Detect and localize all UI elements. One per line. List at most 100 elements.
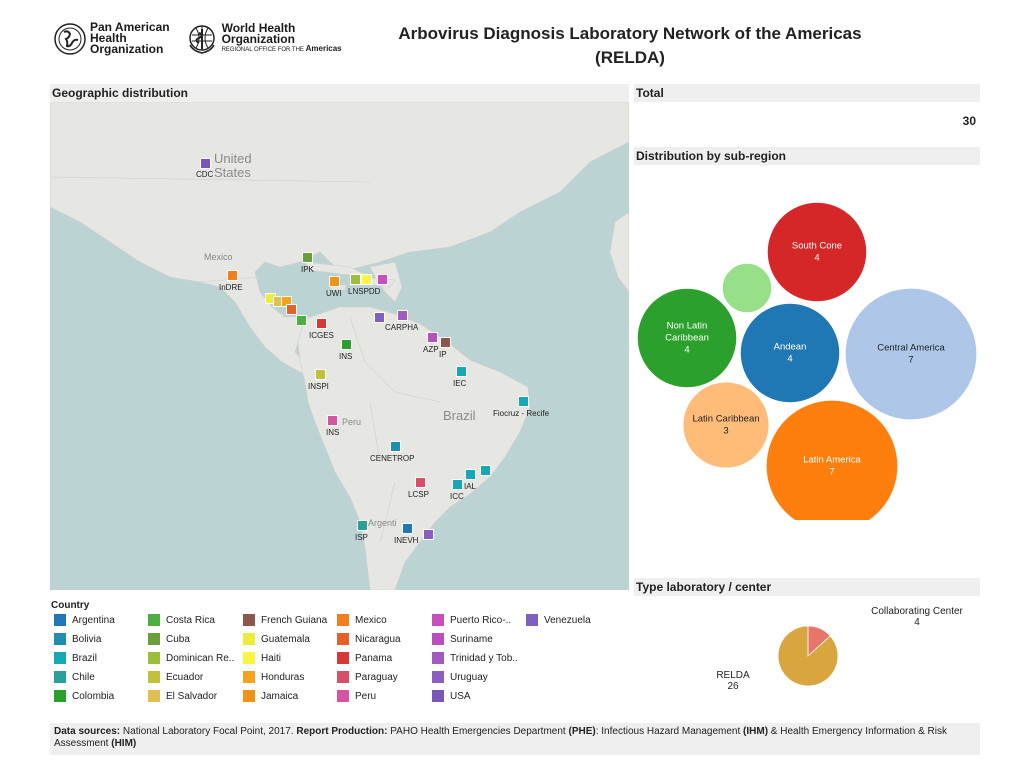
map-marker-haiti[interactable] bbox=[361, 274, 372, 285]
bubble-name-label: Latin America bbox=[803, 455, 861, 466]
map-marker-brazil-fiocruz[interactable] bbox=[518, 396, 529, 407]
legend-item[interactable]: Peru bbox=[337, 690, 376, 702]
legend-item[interactable]: Bolivia bbox=[54, 633, 101, 645]
legend-item[interactable]: Trinidad y Tob.. bbox=[432, 652, 518, 664]
map-marker-usa[interactable] bbox=[200, 158, 211, 169]
legend-item[interactable]: Honduras bbox=[243, 671, 304, 683]
legend-swatch bbox=[54, 633, 66, 645]
bubble-andean[interactable] bbox=[739, 302, 841, 404]
legend-item[interactable]: Costa Rica bbox=[148, 614, 215, 626]
map-marker-puerto-rico[interactable] bbox=[377, 274, 388, 285]
map-marker-venezuela[interactable] bbox=[374, 312, 385, 323]
bubble-value-label: 7 bbox=[829, 467, 834, 478]
legend-item[interactable]: Brazil bbox=[54, 652, 97, 664]
legend-item[interactable]: Haiti bbox=[243, 652, 281, 664]
bubble-value-label: 4 bbox=[787, 354, 792, 365]
legend-swatch bbox=[243, 690, 255, 702]
map-marker-brazil-iec[interactable] bbox=[456, 366, 467, 377]
legend-item[interactable]: French Guiana bbox=[243, 614, 327, 626]
legend-item[interactable]: Panama bbox=[337, 652, 392, 664]
map-marker-brazil-icc[interactable] bbox=[452, 479, 463, 490]
legend-item[interactable]: Jamaica bbox=[243, 690, 298, 702]
legend-label: Bolivia bbox=[72, 633, 102, 645]
legend-item[interactable]: Chile bbox=[54, 671, 95, 683]
footer-phe: (PHE) bbox=[568, 726, 596, 737]
footer-sources: Data sources: National Laboratory Focal … bbox=[50, 723, 980, 755]
legend-item[interactable]: Dominican Re.. bbox=[148, 652, 234, 664]
map-marker-chile[interactable] bbox=[357, 520, 368, 531]
legend-label: Mexico bbox=[355, 614, 387, 626]
legend-swatch bbox=[148, 652, 160, 664]
map-marker-jamaica[interactable] bbox=[329, 276, 340, 287]
bubble-latin-america[interactable] bbox=[765, 399, 899, 520]
map-marker-ecuador[interactable] bbox=[315, 369, 326, 380]
map-marker-trinidad[interactable] bbox=[397, 310, 408, 321]
bubble-latin-caribbean[interactable] bbox=[681, 380, 771, 470]
map-marker-label: IEC bbox=[453, 379, 467, 388]
map-marker-colombia[interactable] bbox=[341, 339, 352, 350]
geo-section-header: Geographic distribution bbox=[50, 84, 629, 102]
pie-slice-relda[interactable] bbox=[777, 625, 839, 687]
map-marker-label: INEVH bbox=[394, 536, 419, 545]
map-marker-label: INS bbox=[339, 352, 353, 361]
map-marker-label: LCSP bbox=[408, 490, 429, 499]
legend-label: Chile bbox=[72, 671, 95, 683]
footer-him: (HIM) bbox=[111, 738, 137, 749]
map-marker-brazil-rio[interactable] bbox=[480, 465, 491, 476]
bubble-south-cone[interactable] bbox=[766, 201, 868, 303]
legend-item[interactable]: Paraguay bbox=[337, 671, 398, 683]
legend-item[interactable]: El Salvador bbox=[148, 690, 217, 702]
map-marker-paraguay[interactable] bbox=[415, 477, 426, 488]
geographic-map[interactable]: United States Mexico Peru Brazil Argenti… bbox=[50, 102, 629, 590]
map-marker-suriname[interactable] bbox=[427, 332, 438, 343]
map-marker-peru[interactable] bbox=[327, 415, 338, 426]
legend-label: Peru bbox=[355, 690, 377, 702]
map-marker-french-guiana[interactable] bbox=[440, 337, 451, 348]
legend-item[interactable]: Mexico bbox=[337, 614, 387, 626]
map-marker-argentina[interactable] bbox=[402, 523, 413, 534]
bubble-non-latin-caribbean[interactable] bbox=[636, 287, 738, 389]
bubble-central-america[interactable] bbox=[844, 287, 978, 421]
legend-swatch bbox=[243, 633, 255, 645]
legend-item[interactable]: Cuba bbox=[148, 633, 190, 645]
legend-item[interactable]: Puerto Rico-.. bbox=[432, 614, 511, 626]
legend-item[interactable]: Nicaragua bbox=[337, 633, 401, 645]
legend-item[interactable]: Argentina bbox=[54, 614, 115, 626]
who-line-2: Organization bbox=[221, 32, 295, 46]
bubble-name-label: Non Latin bbox=[667, 321, 708, 332]
map-marker-bolivia[interactable] bbox=[390, 441, 401, 452]
legend-item[interactable]: Suriname bbox=[432, 633, 493, 645]
bubble-name-label: Latin Caribbean bbox=[692, 414, 759, 425]
legend-swatch bbox=[148, 671, 160, 683]
bubble-unlabeled[interactable] bbox=[721, 262, 773, 314]
map-marker-label: ICGES bbox=[309, 331, 334, 340]
page-title-line-1: Arbovirus Diagnosis Laboratory Network o… bbox=[398, 24, 862, 43]
legend-item[interactable]: USA bbox=[432, 690, 471, 702]
legend-item[interactable]: Ecuador bbox=[148, 671, 203, 683]
legend-swatch bbox=[432, 690, 444, 702]
map-basemap bbox=[50, 102, 629, 590]
map-marker-mexico[interactable] bbox=[227, 270, 238, 281]
map-marker-dominican-republic[interactable] bbox=[350, 274, 361, 285]
legend-label: Panama bbox=[355, 652, 393, 664]
legend-label: USA bbox=[450, 690, 471, 702]
map-marker-cuba[interactable] bbox=[302, 252, 313, 263]
who-sub-bold: Americas bbox=[305, 44, 342, 53]
map-marker-panama[interactable] bbox=[316, 318, 327, 329]
map-marker-nicaragua[interactable] bbox=[286, 304, 297, 315]
map-marker-uruguay[interactable] bbox=[423, 529, 434, 540]
map-marker-label: UWI bbox=[326, 289, 342, 298]
map-marker-label: ISP bbox=[355, 533, 368, 542]
map-marker-costa-rica[interactable] bbox=[296, 315, 307, 326]
legend-item[interactable]: Venezuela bbox=[526, 614, 591, 626]
legend-item[interactable]: Colombia bbox=[54, 690, 114, 702]
legend-label: Suriname bbox=[450, 633, 493, 645]
legend-item[interactable]: Guatemala bbox=[243, 633, 310, 645]
map-marker-brazil-ial[interactable] bbox=[465, 469, 476, 480]
footer-ihm: (IHM) bbox=[743, 726, 769, 737]
legend-swatch bbox=[432, 633, 444, 645]
type-section-header: Type laboratory / center bbox=[634, 578, 980, 596]
legend-item[interactable]: Uruguay bbox=[432, 671, 488, 683]
bubble-name-label: South Cone bbox=[792, 241, 842, 252]
legend-label: Honduras bbox=[261, 671, 305, 683]
